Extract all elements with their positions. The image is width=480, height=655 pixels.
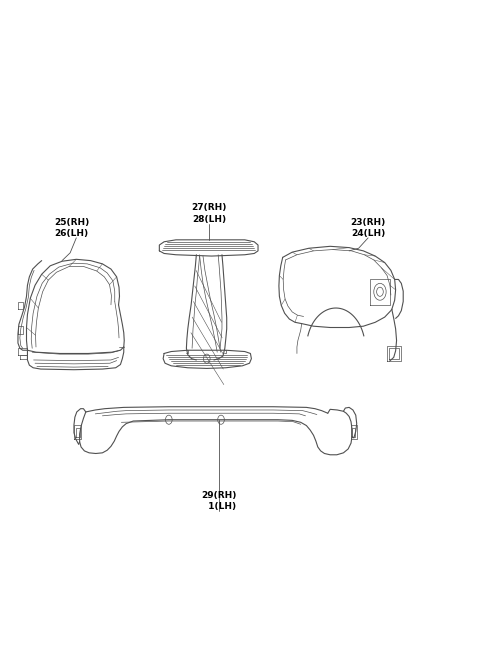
Text: 25(RH)
26(LH): 25(RH) 26(LH) <box>54 217 89 238</box>
Text: 23(RH)
24(LH): 23(RH) 24(LH) <box>350 217 386 238</box>
Text: 29(RH)
  1(LH): 29(RH) 1(LH) <box>201 491 236 511</box>
Text: 27(RH)
28(LH): 27(RH) 28(LH) <box>192 204 227 223</box>
